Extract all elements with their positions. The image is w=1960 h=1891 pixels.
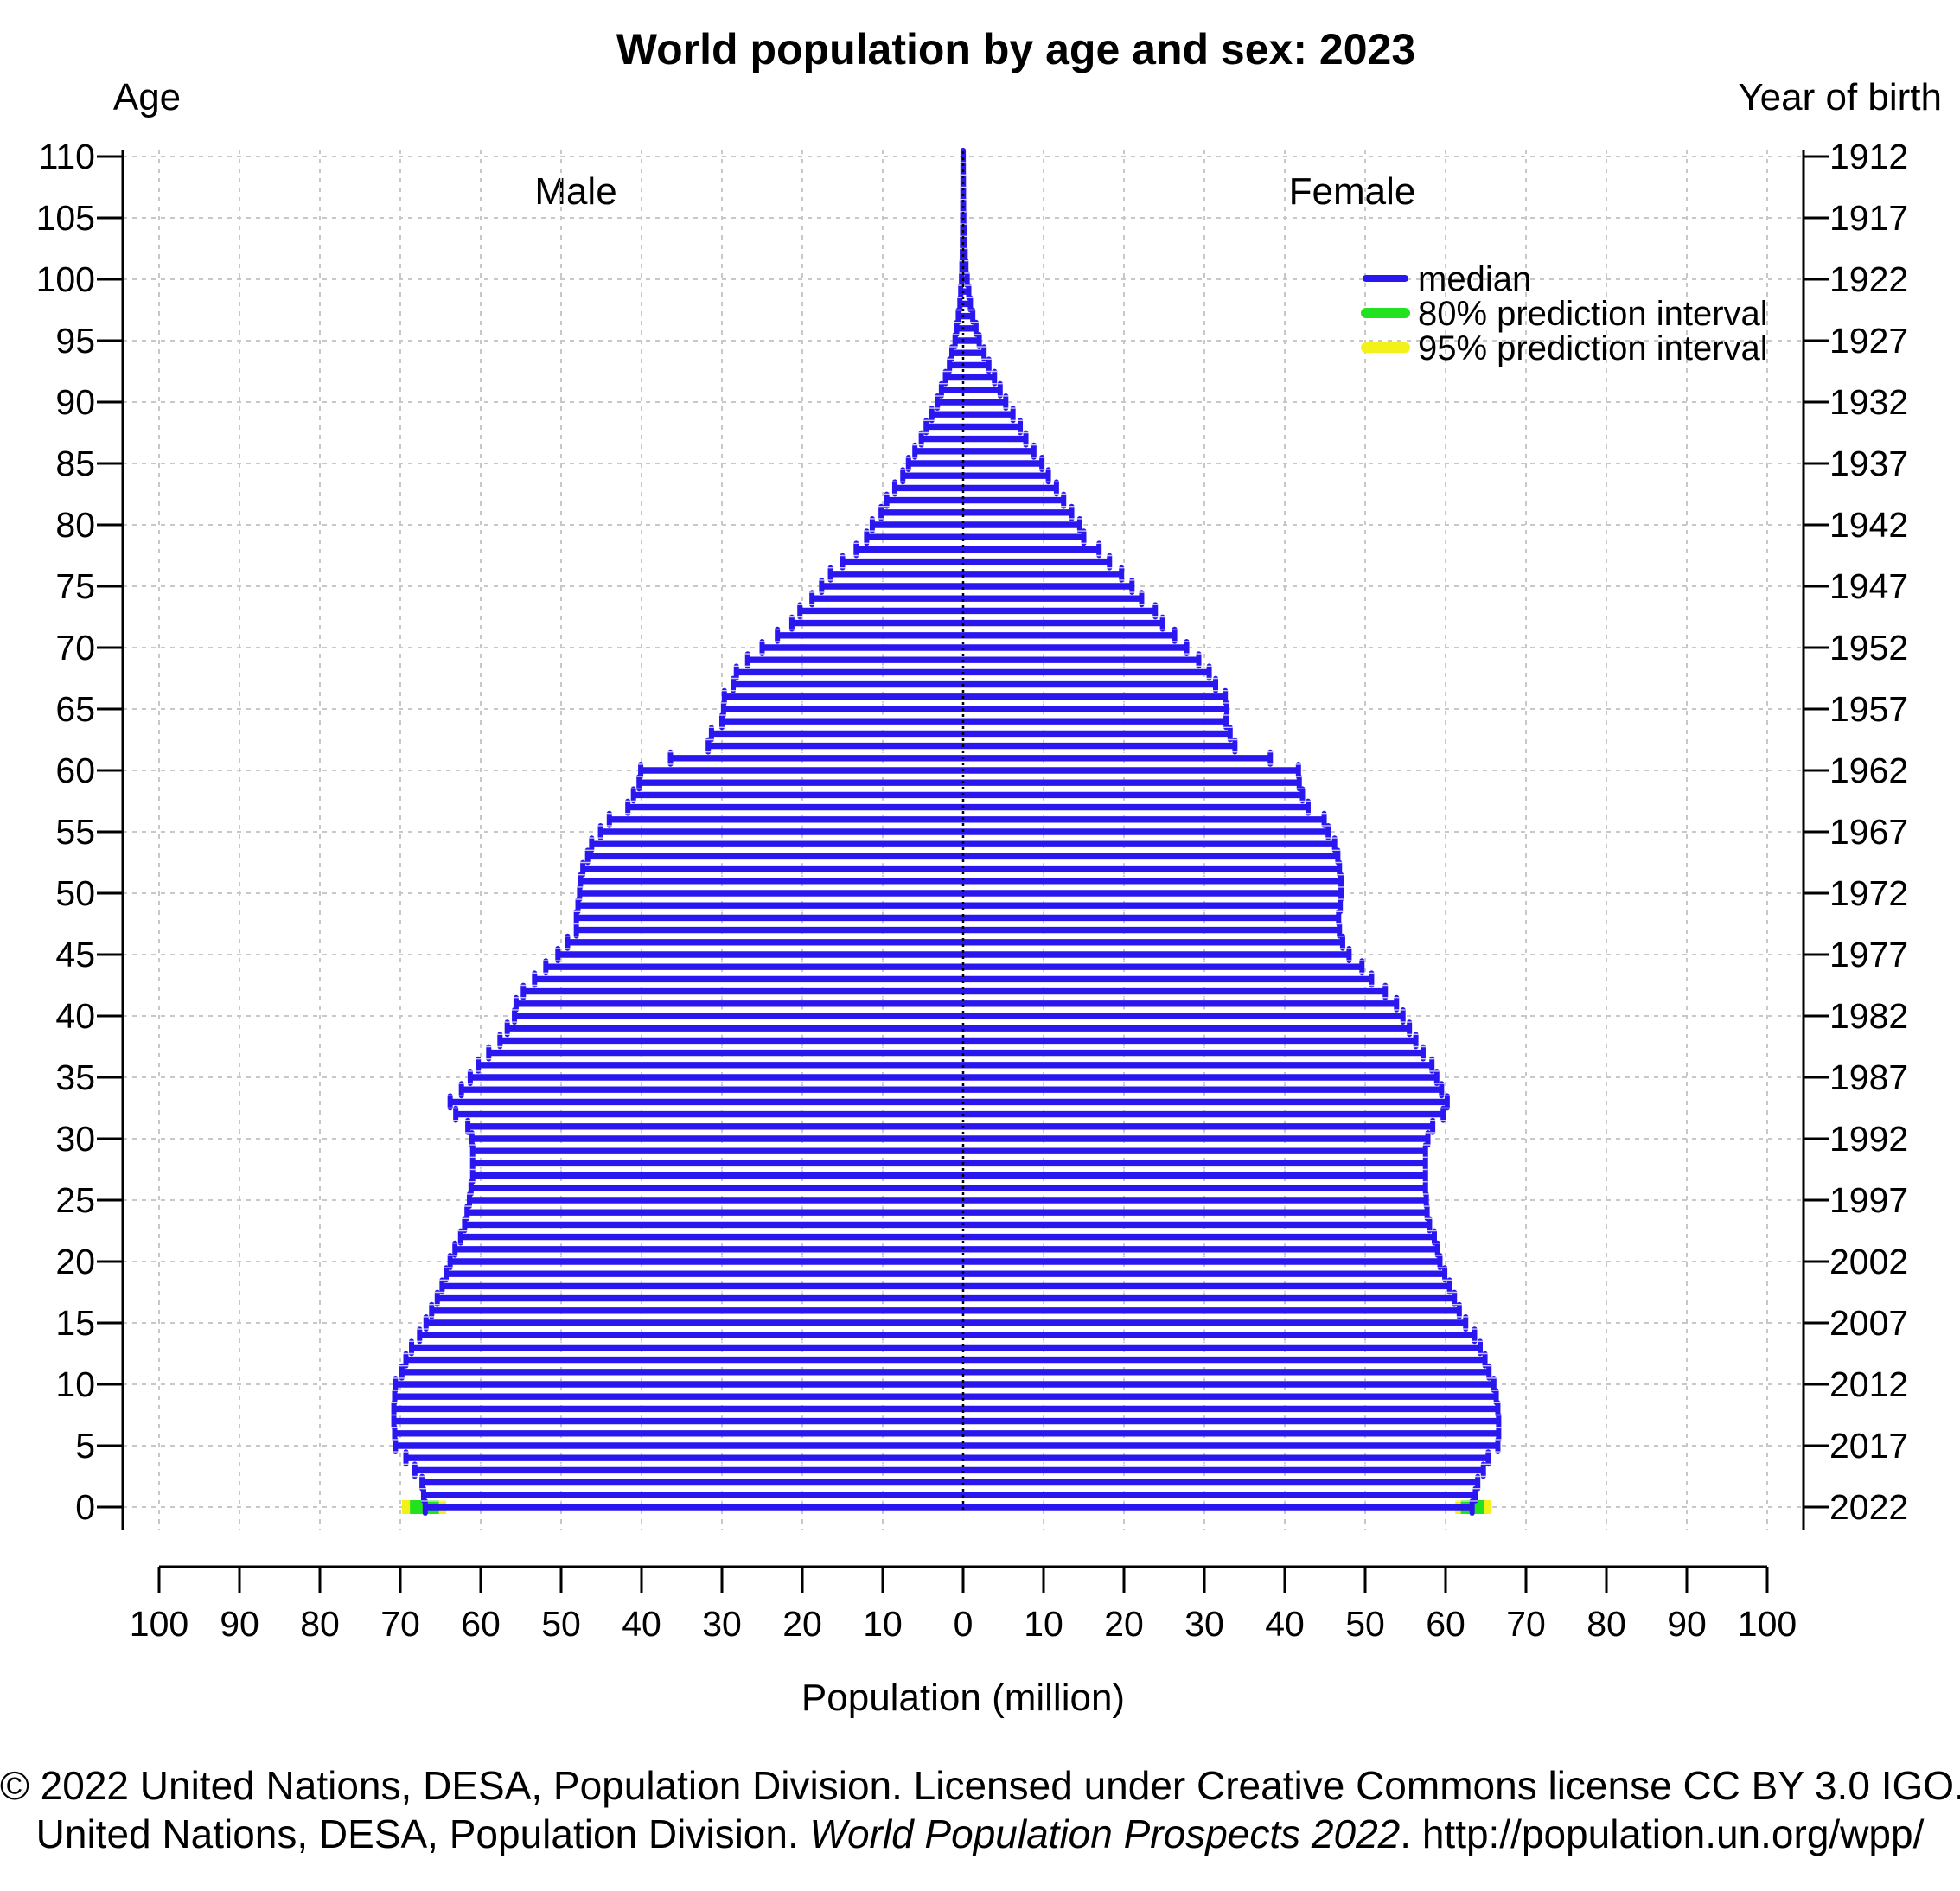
birth-year-tick-label: 1987 (1829, 1057, 1908, 1097)
age-tick-label: 40 (55, 996, 95, 1036)
birth-year-axis-label: Year of birth (1738, 76, 1942, 118)
female-label: Female (1289, 170, 1416, 213)
birth-year-tick-label: 2007 (1829, 1303, 1908, 1343)
population-tick-label: 40 (622, 1604, 661, 1644)
citation-title: World Population Prospects 2022 (809, 1811, 1401, 1856)
birth-year-tick-label: 1912 (1829, 137, 1908, 176)
birth-year-tick-label: 1937 (1829, 444, 1908, 483)
age-tick-label: 35 (55, 1057, 95, 1097)
birth-year-tick-label: 1982 (1829, 996, 1908, 1036)
birth-year-tick-label: 2022 (1829, 1487, 1908, 1527)
bars (391, 148, 1502, 1516)
population-tick-label: 50 (541, 1604, 581, 1644)
population-tick-label: 20 (1104, 1604, 1144, 1644)
age-tick-label: 25 (55, 1180, 95, 1220)
age-tick-label: 20 (55, 1242, 95, 1281)
birth-year-tick-label: 1962 (1829, 751, 1908, 790)
population-tick-label: 70 (1506, 1604, 1546, 1644)
age-tick-label: 75 (55, 566, 95, 606)
birth-year-tick-label: 1967 (1829, 812, 1908, 852)
birth-year-tick-label: 1922 (1829, 259, 1908, 299)
population-tick-label: 90 (220, 1604, 259, 1644)
birth-year-tick-label: 1957 (1829, 689, 1908, 729)
birth-year-tick-label: 1992 (1829, 1119, 1908, 1159)
population-tick-label: 70 (380, 1604, 420, 1644)
age-tick-label: 100 (36, 259, 95, 299)
citation-url: . http://population.un.org/wpp/ (1400, 1811, 1925, 1856)
age-tick-label: 65 (55, 689, 95, 729)
legend: median 80% prediction interval 95% predi… (1361, 260, 1768, 367)
population-tick-label: 100 (1738, 1604, 1797, 1644)
birth-year-tick-label: 1947 (1829, 566, 1908, 606)
chart-title: World population by age and sex: 2023 (616, 25, 1415, 73)
population-tick-label: 80 (300, 1604, 340, 1644)
age-tick-label: 45 (55, 935, 95, 974)
age-tick-label: 55 (55, 812, 95, 852)
population-tick-label: 100 (130, 1604, 188, 1644)
citation-source: United Nations, DESA, Population Divisio… (35, 1811, 810, 1856)
population-tick-label: 60 (1426, 1604, 1465, 1644)
birth-year-tick-label: 1977 (1829, 935, 1908, 974)
population-tick-label: 30 (702, 1604, 742, 1644)
population-tick-label: 10 (863, 1604, 903, 1644)
population-tick-label: 10 (1024, 1604, 1063, 1644)
birth-year-tick-label: 1927 (1829, 321, 1908, 361)
population-tick-label: 40 (1265, 1604, 1305, 1644)
birth-year-tick-label: 2002 (1829, 1242, 1908, 1281)
birth-year-tick-label: 1952 (1829, 628, 1908, 668)
age-tick-label: 85 (55, 444, 95, 483)
population-tick-label: 30 (1184, 1604, 1224, 1644)
age-tick-label: 80 (55, 505, 95, 545)
birth-year-tick-label: 1917 (1829, 198, 1908, 238)
birth-year-tick-label: 1942 (1829, 505, 1908, 545)
age-tick-label: 60 (55, 751, 95, 790)
age-axis-label: Age (113, 76, 181, 118)
legend-pi95-label: 95% prediction interval (1418, 329, 1768, 367)
age-tick-label: 70 (55, 628, 95, 668)
age-tick-label: 0 (75, 1487, 95, 1527)
male-label: Male (534, 170, 616, 213)
age-tick-label: 5 (75, 1426, 95, 1466)
age-tick-label: 105 (36, 198, 95, 238)
population-tick-label: 80 (1587, 1604, 1626, 1644)
birth-year-tick-label: 1972 (1829, 873, 1908, 913)
axes: 0 5 10 15 20 25 30 35 40 45 50 55 60 65 70 75 80 85 90 95 10… (36, 137, 1909, 1644)
x-axis-label: Population (million) (801, 1677, 1125, 1719)
population-tick-label: 20 (782, 1604, 822, 1644)
population-tick-label: 0 (954, 1604, 974, 1644)
age-tick-label: 15 (55, 1303, 95, 1343)
legend-median-label: median (1418, 260, 1531, 298)
age-tick-label: 10 (55, 1364, 95, 1404)
copyright-line: © 2022 United Nations, DESA, Population … (0, 1763, 1960, 1808)
birth-year-tick-label: 1932 (1829, 382, 1908, 422)
age-tick-label: 50 (55, 873, 95, 913)
population-tick-label: 50 (1345, 1604, 1385, 1644)
birth-year-tick-label: 2017 (1829, 1426, 1908, 1466)
population-tick-label: 60 (461, 1604, 501, 1644)
birth-year-tick-label: 1997 (1829, 1180, 1908, 1220)
birth-year-tick-label: 2012 (1829, 1364, 1908, 1404)
age-tick-label: 30 (55, 1119, 95, 1159)
age-tick-label: 90 (55, 382, 95, 422)
population-tick-label: 90 (1667, 1604, 1707, 1644)
legend-pi80-label: 80% prediction interval (1418, 295, 1768, 333)
age-tick-label: 95 (55, 321, 95, 361)
citation-line: United Nations, DESA, Population Divisio… (0, 1811, 1960, 1857)
age-tick-label: 110 (39, 137, 95, 176)
